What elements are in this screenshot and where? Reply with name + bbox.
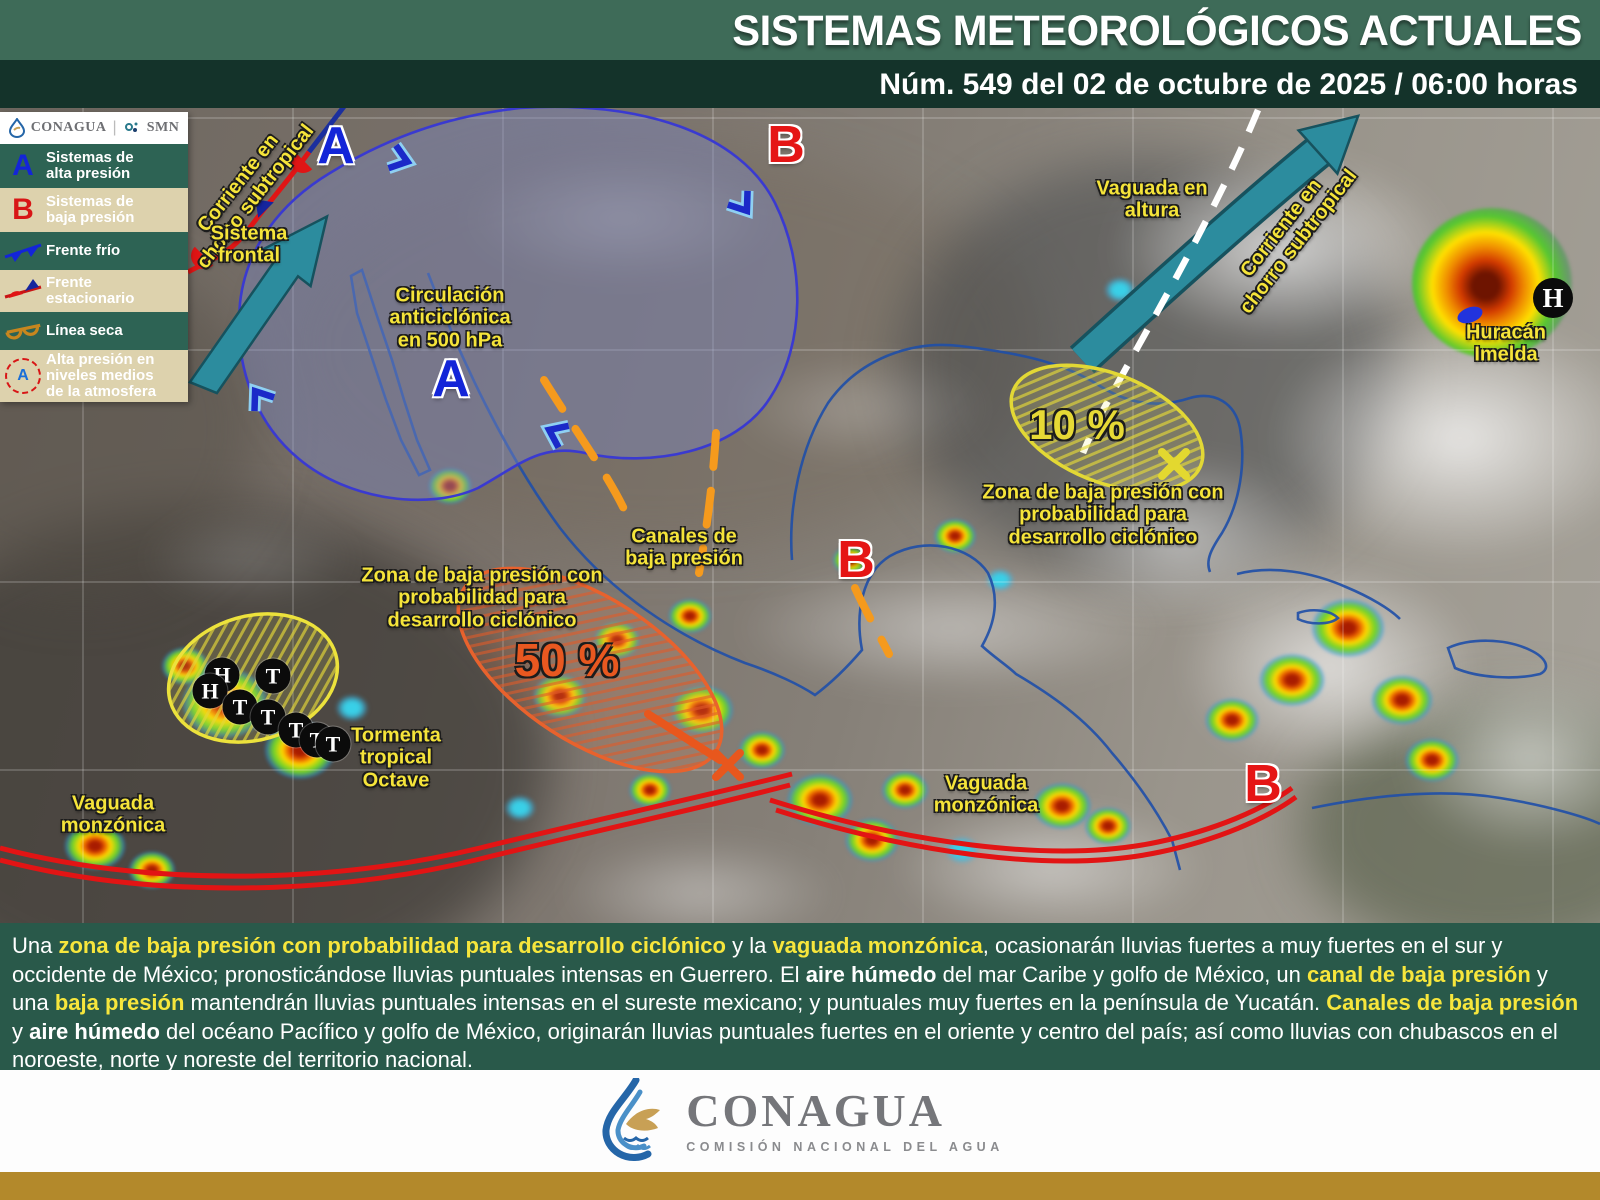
legend-label: Sistemas de baja presión xyxy=(46,192,135,226)
satellite-map: H T H T T T T T H A A B B B Corriente en… xyxy=(0,108,1600,923)
octave-zone xyxy=(166,612,340,744)
icon-letter: A xyxy=(17,367,29,384)
jet-stream-arrow-left xyxy=(187,214,329,395)
dev-zone-50-label: Zona de baja presión con probabilidad pa… xyxy=(361,564,603,632)
hurricane-symbol: H xyxy=(1533,278,1573,318)
forecast-discussion: Una zona de baja presión con probabilida… xyxy=(0,923,1600,1072)
jet-stream-arrow-right xyxy=(1069,114,1361,374)
dev-zone-10-label: Zona de baja presión con probabilidad pa… xyxy=(982,481,1224,549)
legend-logos: CONAGUA | SMN xyxy=(0,112,188,144)
hurricane-letter: H xyxy=(1542,282,1564,313)
legend-label: Sistemas de alta presión xyxy=(46,148,134,182)
page-title: SISTEMAS METEOROLÓGICOS ACTUALES xyxy=(732,7,1582,55)
dev-zone-50 xyxy=(456,566,744,781)
low-pressure-icon: B xyxy=(12,193,34,226)
gold-bar xyxy=(0,1172,1600,1200)
track-point: H xyxy=(192,673,228,709)
legend-label: Frente estacionario xyxy=(46,273,135,307)
legend-item-cold-front: Frente frío xyxy=(0,232,188,270)
low-pressure-marker: B xyxy=(767,116,805,174)
conagua-drop-icon xyxy=(8,118,25,138)
legend-label: Alta presión en niveles medios de la atm… xyxy=(46,350,157,401)
probability-50-value: 50 % xyxy=(514,634,620,686)
track-letter: T xyxy=(232,694,248,719)
track-point: T xyxy=(315,726,351,762)
dev-zone-10 xyxy=(1009,363,1205,493)
low-pressure-channels xyxy=(540,376,893,658)
footer-brand-block: CONAGUA COMISIÓN NACIONAL DEL AGUA xyxy=(686,1085,1004,1155)
conagua-logo-icon xyxy=(602,1078,661,1161)
frontal-system xyxy=(186,108,347,275)
legend-item-stationary-front: Frente estacionario xyxy=(0,270,188,312)
footer: CONAGUA COMISIÓN NACIONAL DEL AGUA xyxy=(0,1070,1600,1172)
mid-level-high-icon: A xyxy=(5,358,41,394)
smn-wordmark: SMN xyxy=(146,120,180,135)
stationary-front-icon xyxy=(4,279,42,299)
high-pressure-icon: A xyxy=(12,149,34,182)
low-pressure-marker: B xyxy=(1244,755,1282,813)
footer-brand: CONAGUA xyxy=(686,1085,945,1136)
low-pressure-marker: B xyxy=(837,531,875,589)
title-band: SISTEMAS METEOROLÓGICOS ACTUALES xyxy=(0,0,1600,60)
channels-label: Canales de baja presión xyxy=(625,525,743,570)
anticyclone-label: Circulación anticiclónica en 500 hPa xyxy=(389,284,511,352)
track-letter: H xyxy=(201,678,219,703)
map-overlay-graphics xyxy=(0,108,1600,923)
track-letter: T xyxy=(260,704,276,729)
track-letter: T xyxy=(325,731,341,756)
subtitle-band: Núm. 549 del 02 de octubre de 2025 / 06:… xyxy=(0,60,1600,108)
frontal-system-label: Sistema frontal xyxy=(210,222,288,267)
legend-label: Línea seca xyxy=(46,321,123,339)
legend-label: Frente frío xyxy=(46,241,121,259)
footer-tagline: COMISIÓN NACIONAL DEL AGUA xyxy=(686,1140,1004,1154)
grid-lines xyxy=(0,108,1600,923)
divider: | xyxy=(112,119,117,136)
track-point: T xyxy=(255,658,291,694)
legend-item-dry-line: Línea seca xyxy=(0,312,188,350)
legend-item-high-pressure: A Sistemas de alta presión xyxy=(0,144,188,188)
smn-logo-icon xyxy=(124,122,138,132)
high-pressure-marker: A xyxy=(432,350,470,408)
bulletin-number: Núm. 549 del 02 de octubre de 2025 / 06:… xyxy=(879,68,1578,101)
monsoon-trough-label-left: Vaguada monzónica xyxy=(60,792,166,837)
conagua-wordmark: CONAGUA xyxy=(30,120,107,135)
dry-line-icon xyxy=(5,323,41,340)
legend: CONAGUA | SMN A Sistemas de alta presión… xyxy=(0,112,188,402)
track-letter: T xyxy=(265,663,281,688)
legend-item-low-pressure: B Sistemas de baja presión xyxy=(0,188,188,232)
octave-label: Tormenta tropical Octave xyxy=(351,724,441,792)
imelda-label: Huracán Imelda xyxy=(1465,321,1547,366)
probability-10-value: 10 % xyxy=(1029,401,1125,448)
monsoon-trough-lines xyxy=(0,771,1298,891)
cold-front-icon xyxy=(4,243,42,262)
monsoon-trough-label-center: Vaguada monzónica xyxy=(933,772,1039,817)
upper-trough-label: Vaguada en altura xyxy=(1096,177,1208,222)
anticyclone-area xyxy=(237,108,799,502)
legend-item-mid-level-high: A Alta presión en niveles medios de la a… xyxy=(0,350,188,402)
high-pressure-marker: A xyxy=(317,117,355,175)
circulation-chevron-icons xyxy=(248,141,754,451)
